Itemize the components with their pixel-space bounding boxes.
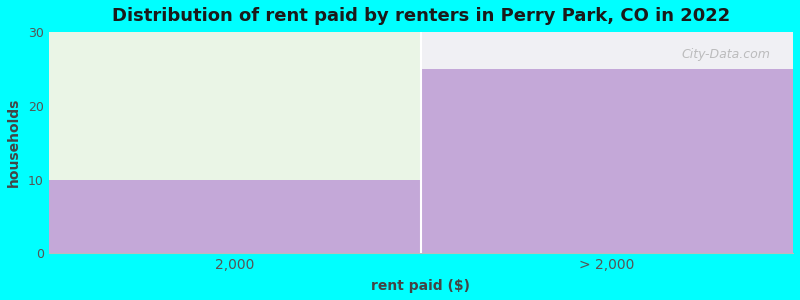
Bar	[49, 179, 421, 253]
X-axis label: rent paid ($): rent paid ($)	[371, 279, 470, 293]
Text: City-Data.com: City-Data.com	[682, 47, 770, 61]
Title: Distribution of rent paid by renters in Perry Park, CO in 2022: Distribution of rent paid by renters in …	[112, 7, 730, 25]
Bar	[421, 32, 793, 69]
Bar	[421, 69, 793, 253]
Bar	[49, 32, 421, 179]
Y-axis label: households: households	[7, 98, 21, 187]
